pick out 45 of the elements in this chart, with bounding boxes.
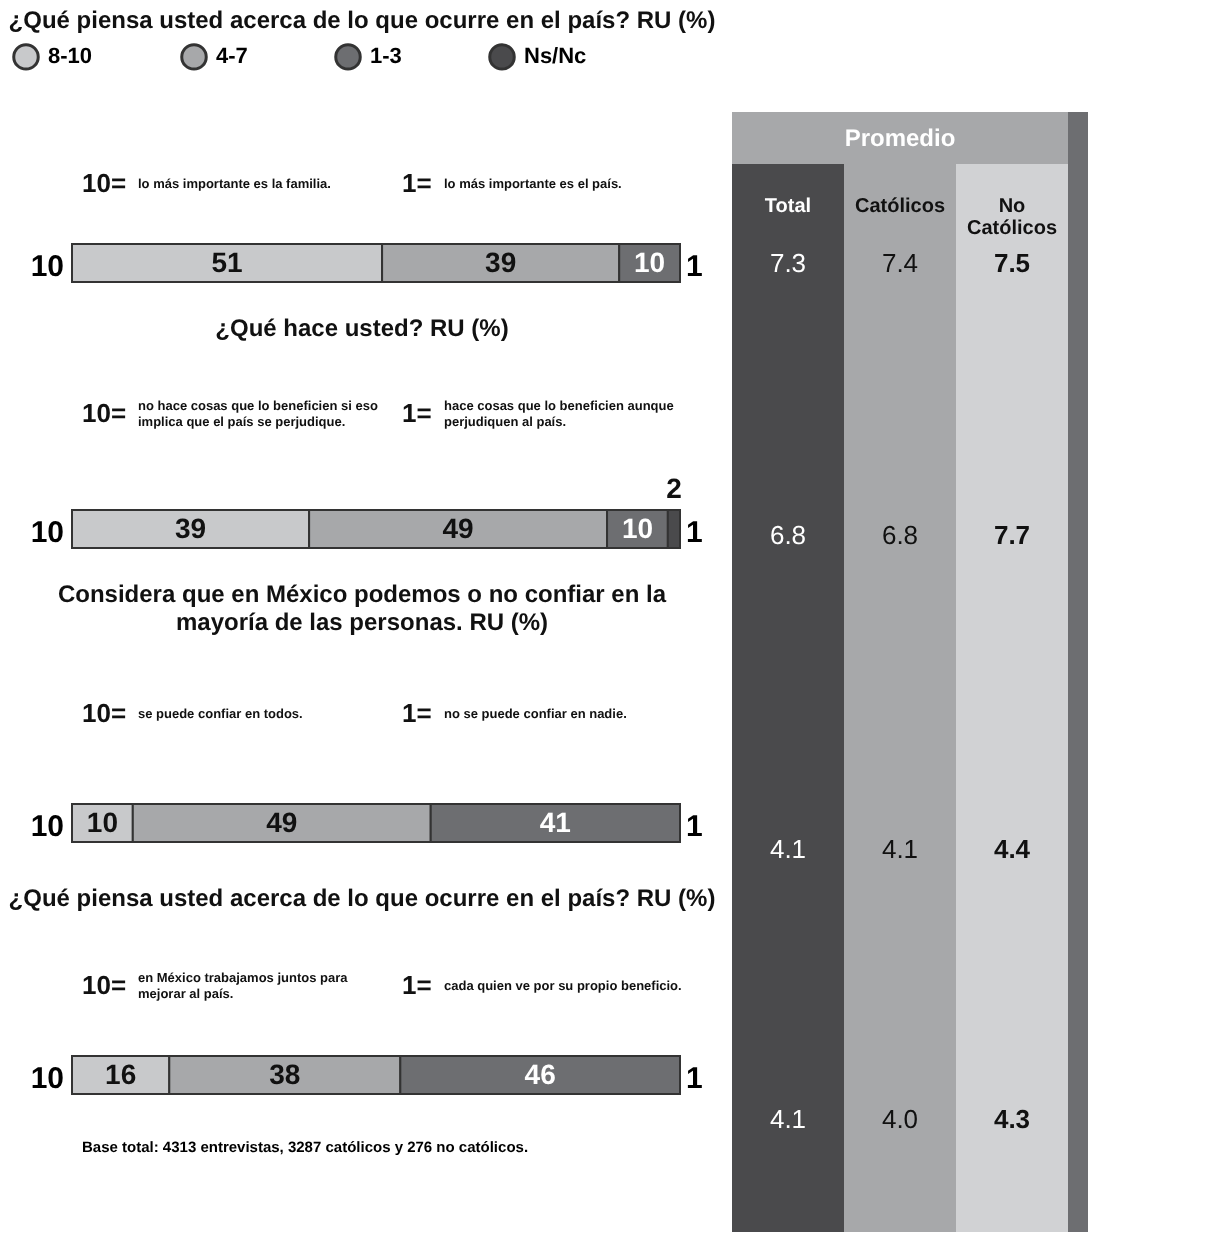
- legend-label: Ns/Nc: [524, 44, 587, 69]
- text: 1: [686, 1062, 703, 1096]
- data-label: 10: [634, 246, 666, 278]
- legend-label: 4-7: [216, 44, 248, 69]
- text: 6.8: [769, 520, 807, 550]
- data-label: 41: [539, 806, 572, 838]
- text: Promedio: [844, 124, 956, 152]
- text: ¿Qué piensa usted acerca de lo que ocurre en el país? RU (%): [8, 884, 716, 912]
- data-label: 49: [266, 806, 298, 838]
- text: 4.4: [993, 834, 1032, 864]
- chart-title: ¿Qué piensa usted acerca de lo que ocurre en el país? RU (%): [8, 6, 716, 34]
- text: 10: [30, 516, 64, 550]
- text: 7.7: [993, 520, 1031, 550]
- text: 7.3: [769, 248, 807, 278]
- text: 10: [30, 1062, 64, 1096]
- text: 10: [30, 810, 64, 844]
- legend-label: 8-10: [48, 44, 93, 69]
- chart-title: ¿Qué hace usted? RU (%): [215, 314, 509, 342]
- text: 4.0: [881, 1104, 919, 1134]
- data-label: 39: [485, 246, 517, 278]
- text: Total: [764, 196, 812, 218]
- data-label: 16: [105, 1058, 137, 1090]
- text: 10: [30, 250, 64, 284]
- data-label: 38: [269, 1058, 301, 1090]
- text: 1: [686, 250, 703, 284]
- text: 7.5: [993, 248, 1031, 278]
- legend-label: 1-3: [370, 44, 402, 69]
- chart-title: Considera que en México podemos o no confiar en la mayoría de las personas. RU (%): [57, 580, 667, 636]
- text: 4.1: [769, 834, 807, 864]
- text: 7.4: [881, 248, 919, 278]
- text: No Católicos: [966, 196, 1058, 240]
- text: 4.3: [993, 1104, 1031, 1134]
- data-label: 10: [621, 512, 654, 544]
- text: 6.8: [881, 520, 919, 550]
- data-label: 39: [174, 512, 207, 544]
- data-label: 51: [211, 246, 244, 278]
- text: 1: [686, 516, 703, 550]
- text: 1: [686, 810, 703, 844]
- text: 4.1: [881, 834, 919, 864]
- data-label: 46: [524, 1058, 557, 1090]
- data-label: 49: [442, 512, 475, 544]
- data-label: 10: [86, 806, 119, 838]
- data-label: 2: [666, 472, 683, 504]
- text: Católicos: [854, 196, 946, 218]
- text: 4.1: [769, 1104, 807, 1134]
